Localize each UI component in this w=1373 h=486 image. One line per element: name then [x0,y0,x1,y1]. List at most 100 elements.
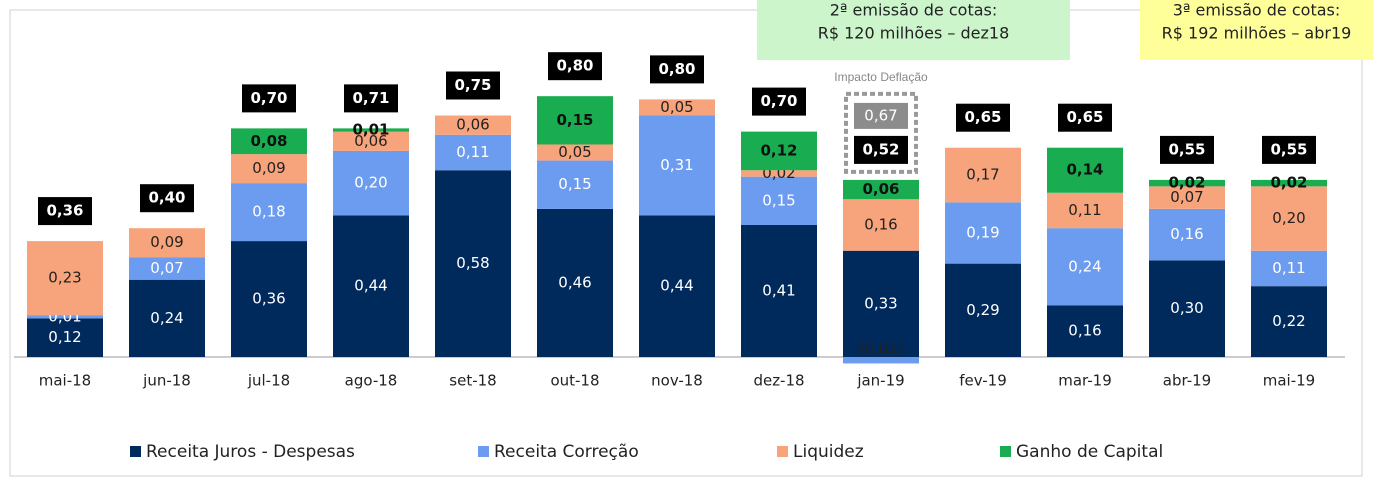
value-label: 0,19 [966,224,999,242]
value-label: 0,06 [456,116,489,134]
value-label: 0,11 [456,143,489,161]
value-label: 0,41 [762,281,795,299]
value-label: 0,14 [1066,161,1103,179]
annotation-text: R$ 192 milhões – abr19 [1162,24,1352,43]
bar-segment [639,99,715,116]
bar-segment [129,228,205,258]
bar-segment [741,224,817,357]
total-label: 0,71 [352,89,389,107]
bar-segment [1251,286,1327,357]
legend-label: Receita Correção [494,442,639,462]
value-label: 0,36 [252,290,285,308]
total-label-box [956,103,1010,132]
total-label-box [344,84,398,113]
bar-segment [231,241,307,357]
legend-label: Receita Juros - Despesas [146,442,355,462]
bar-segment [435,170,511,357]
bar-segment [231,128,307,155]
x-tick-label: mai-18 [39,372,91,390]
value-label: 0,24 [150,309,183,327]
total-label-box [446,71,500,100]
value-label: 0,02 [1270,174,1307,192]
bar-segment [537,144,613,161]
bar-segment [1047,305,1123,357]
total-label-box [1262,135,1316,164]
bar-segment [945,147,1021,203]
bar-segment [333,128,409,132]
value-label: 0,11 [1272,259,1305,277]
bar-segment [1149,260,1225,357]
bar-segment [741,176,817,225]
value-label: 0,58 [456,254,489,272]
x-tick-label: abr-19 [1163,372,1211,390]
bar-segment [1251,186,1327,251]
bar-segment [945,202,1021,264]
value-label: 0,09 [150,233,183,251]
total-label: 0,40 [148,189,185,207]
annotation-text: 2ª emissão de cotas: [830,1,998,20]
deflation-label: Impacto Deflação [834,70,928,84]
total-label-box [242,84,296,113]
x-tick-label: mar-19 [1058,372,1112,390]
x-tick-label: jul-18 [247,372,290,390]
bar-segment [639,215,715,357]
bar-segment [231,154,307,184]
annotation-box [1140,0,1373,60]
total-label-box [1160,135,1214,164]
x-tick-label: set-18 [449,372,496,390]
x-tick-label: dez-18 [753,372,804,390]
bar-segment [537,160,613,209]
value-label: 0,02 [1168,174,1205,192]
value-label: 0,06 [354,132,387,150]
annotation-text: 3ª emissão de cotas: [1173,1,1341,20]
bar-segment [843,199,919,251]
value-label: 0,15 [762,191,795,209]
bar-segment [843,250,919,357]
bar-segment [537,96,613,145]
value-label: 0,08 [250,132,287,150]
bar-segment [129,257,205,280]
bar-segment [639,115,715,216]
bar-segment [741,131,817,171]
value-label: 0,12 [760,141,797,159]
total-label-box [1058,103,1112,132]
bar-segment [27,315,103,319]
legend-label: Liquidez [793,442,864,462]
total-label: 0,55 [1270,140,1307,158]
value-label: 0,07 [150,259,183,277]
total-label-box [752,87,806,116]
x-tick-label: nov-18 [651,372,703,390]
total-label: 0,65 [1066,108,1103,126]
value-label: 0,22 [1272,312,1305,330]
total-label-box [140,184,194,213]
x-tick-label: fev-19 [959,372,1006,390]
bar-segment [1047,192,1123,229]
value-label: 0,07 [1170,188,1203,206]
value-label: 0,16 [1170,225,1203,243]
value-label: 0,05 [558,143,591,161]
value-label: 0,09 [252,159,285,177]
total-label: 0,52 [862,140,899,158]
bar-segment [333,131,409,151]
bar-segment [1047,228,1123,306]
value-label: 0,46 [558,273,591,291]
bar-segment [1047,147,1123,193]
x-tick-label: ago-18 [345,372,398,390]
deflation-box [844,91,918,174]
value-label: 0,15 [556,111,593,129]
value-label: 0,29 [966,301,999,319]
bar-segment [333,215,409,357]
bar-segment [27,241,103,316]
total-label: 0,75 [454,76,491,94]
value-label: 0,44 [354,277,387,295]
total-label: 0,65 [964,108,1001,126]
chart-border [9,9,1363,477]
value-label: 0,16 [1068,322,1101,340]
bar-segment [843,357,919,364]
value-label: 0,31 [660,156,693,174]
value-label: 0,17 [966,166,999,184]
annotation-box [757,0,1070,60]
value-label: 0,30 [1170,299,1203,317]
bar-segment [1251,179,1327,187]
